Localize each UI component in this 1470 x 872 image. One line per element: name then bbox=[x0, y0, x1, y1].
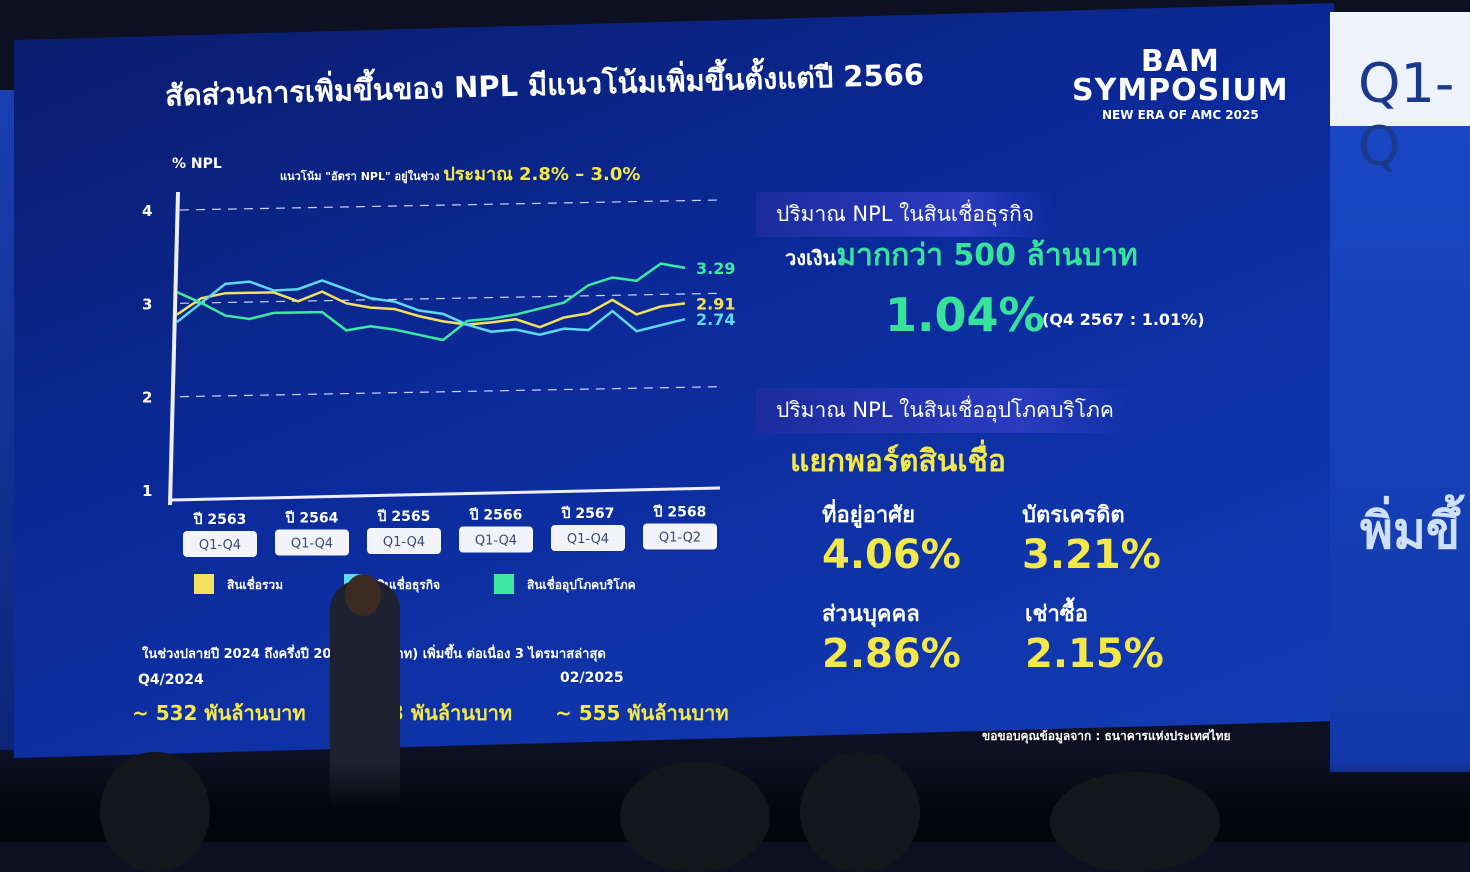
gridline bbox=[180, 293, 720, 303]
x-category-range: Q1-Q4 bbox=[383, 535, 425, 550]
x-category-range: Q1-Q4 bbox=[475, 534, 517, 549]
legend-swatch bbox=[194, 574, 214, 594]
x-axis-line bbox=[172, 488, 720, 500]
side-text-top: Q1-Q bbox=[1358, 52, 1470, 178]
y-tick-label: 2 bbox=[142, 389, 152, 407]
item-label: ส่วนบุคคล bbox=[822, 596, 961, 631]
x-category-year: ปี 2566 bbox=[468, 508, 522, 524]
item-label: บัตรเครดิต bbox=[1022, 497, 1161, 532]
x-category-year: ปี 2563 bbox=[192, 512, 246, 528]
x-category-range: Q1-Q4 bbox=[567, 532, 609, 547]
item-label: ที่อยู่อาศัย bbox=[822, 497, 961, 532]
side-text-mid: พิ่มขึ้ bbox=[1360, 492, 1460, 571]
y-axis-label: % NPL bbox=[172, 156, 222, 172]
gridline bbox=[180, 387, 720, 397]
x-category-range: Q1-Q2 bbox=[659, 531, 701, 546]
y-tick-label: 3 bbox=[142, 295, 152, 313]
business-compare: (Q4 2567 : 1.01%) bbox=[1042, 310, 1205, 329]
business-npl-value: 1.04% bbox=[885, 288, 1045, 342]
period-label: Q4/2024 bbox=[138, 672, 204, 688]
legend-swatch bbox=[494, 574, 514, 594]
x-category-year: ปี 2567 bbox=[560, 506, 614, 522]
business-sub: วงเงินมากกว่า 500 ล้านบาท bbox=[785, 232, 1138, 279]
x-category-range: Q1-Q4 bbox=[291, 537, 333, 552]
business-band: ปริมาณ NPL ในสินเชื่อธุรกิจ bbox=[756, 192, 1054, 237]
legend-label: สินเชื่ออุปโภคบริโภค bbox=[527, 576, 636, 593]
legend-label: สินเชื่อรวม bbox=[227, 576, 283, 592]
logo-line2: SYMPOSIUM bbox=[1072, 73, 1289, 108]
period-value: ~ 555 พันล้านบาท bbox=[555, 697, 729, 729]
item-value: 4.06% bbox=[822, 532, 961, 578]
consumer-band: ปริมาณ NPL ในสินเชื่ออุปโภคบริโภค bbox=[756, 388, 1134, 433]
series-line bbox=[177, 280, 685, 334]
logo-line3: NEW ERA OF AMC 2025 bbox=[1072, 108, 1289, 122]
end-label: 3.29 bbox=[696, 259, 735, 278]
x-category-year: ปี 2568 bbox=[652, 505, 706, 521]
side-screen: Q1-Q พิ่มขึ้ bbox=[1330, 12, 1470, 772]
y-tick-label: 1 bbox=[142, 482, 152, 500]
item-value: 2.15% bbox=[1025, 631, 1164, 677]
x-category-range: Q1-Q4 bbox=[199, 538, 241, 553]
x-category-year: ปี 2564 bbox=[284, 511, 338, 527]
business-sub-highlight: มากกว่า 500 ล้านบาท bbox=[836, 238, 1138, 273]
business-sub-prefix: วงเงิน bbox=[785, 246, 836, 270]
item-value: 3.21% bbox=[1022, 532, 1161, 578]
consumer-heading: แยกพอร์ตสินเชื่อ bbox=[790, 438, 1006, 485]
item-label: เช่าซื้อ bbox=[1025, 596, 1164, 631]
source-note: ขอขอบคุณข้อมูลจาก : ธนาคารแห่งประเทศไทย bbox=[982, 727, 1231, 746]
bam-logo: BAM SYMPOSIUM NEW ERA OF AMC 2025 bbox=[1072, 44, 1289, 122]
audience bbox=[0, 762, 1470, 842]
gridline bbox=[180, 200, 720, 210]
y-axis-line bbox=[170, 192, 178, 505]
y-tick-label: 4 bbox=[142, 202, 152, 220]
period-label: 02/2025 bbox=[560, 670, 624, 686]
npl-line-chart: % NPL แนวโน้ม "อัตรา NPL" อยู่ในช่วง ประม… bbox=[110, 140, 750, 610]
item-value: 2.86% bbox=[822, 631, 961, 677]
end-label: 2.74 bbox=[696, 310, 735, 329]
series-line bbox=[177, 292, 685, 328]
chart-annotation: แนวโน้ม "อัตรา NPL" อยู่ในช่วง ประมาณ 2.… bbox=[280, 164, 640, 185]
period-value: ~ 532 พันล้านบาท bbox=[132, 697, 306, 729]
x-category-year: ปี 2565 bbox=[376, 509, 430, 525]
